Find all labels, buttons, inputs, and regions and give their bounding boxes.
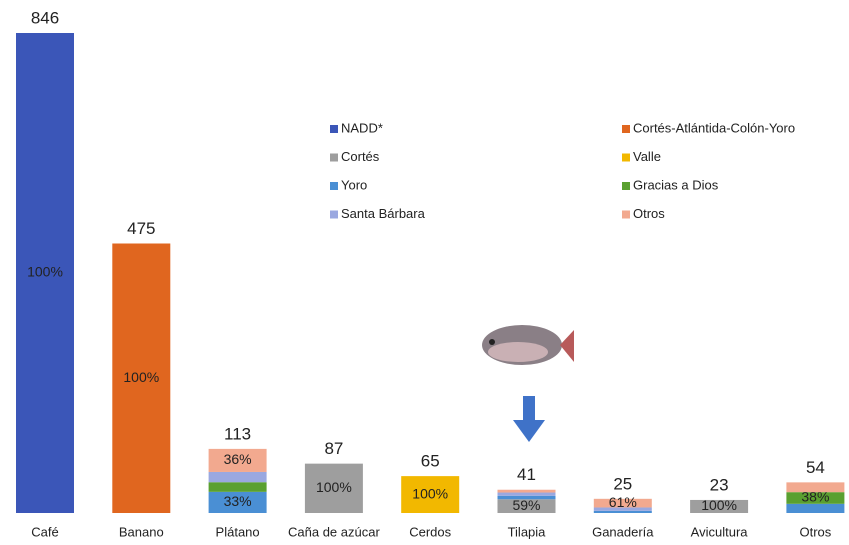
total-label: 846: [31, 8, 59, 27]
bar-segment: [497, 489, 556, 493]
legend-swatch: [622, 182, 630, 190]
bar-segment: [593, 507, 652, 511]
x-tick-label: Tilapia: [508, 524, 547, 539]
legend-swatch: [622, 153, 630, 162]
legend-label: Santa Bárbara: [341, 206, 426, 221]
bar-segment: [208, 448, 267, 472]
legend-label: Cortés: [341, 149, 380, 164]
segment-label: 100%: [123, 369, 159, 385]
bar-segment: [786, 482, 845, 493]
x-tick-label: Café: [31, 524, 58, 539]
legend-swatch: [330, 182, 338, 190]
segment-label: 100%: [27, 264, 63, 280]
bar-segment: [786, 503, 845, 513]
bar-segment: [208, 482, 267, 492]
total-label: 25: [613, 474, 632, 493]
segment-label: 59%: [512, 497, 540, 513]
bar-segment: [593, 510, 652, 513]
arrow: [513, 396, 545, 442]
legend-label: Valle: [633, 149, 661, 164]
bar-segment: [786, 492, 845, 504]
segment-label: 100%: [316, 479, 352, 495]
bar-segment: [497, 495, 556, 500]
legend-swatch: [330, 125, 338, 133]
bar-segment: [304, 463, 363, 513]
bar-segment: [497, 499, 556, 513]
bar-segment: [690, 499, 749, 513]
bar-segment: [497, 492, 556, 496]
total-label: 65: [421, 452, 440, 471]
total-label: 87: [324, 439, 343, 458]
total-label: 23: [710, 475, 729, 494]
legend-label: Gracias a Dios: [633, 177, 719, 192]
legend-label: NADD*: [341, 120, 383, 135]
segment-label: 61%: [609, 494, 637, 510]
bar-segment: [593, 498, 652, 508]
x-tick-label: Otros: [800, 524, 832, 539]
segment-label: 36%: [224, 451, 252, 467]
segment-label: 33%: [224, 493, 252, 509]
legend-swatch: [330, 153, 338, 162]
total-label: 54: [806, 458, 825, 477]
bar-segment: [401, 476, 460, 513]
segment-label: 100%: [412, 485, 448, 501]
bar-segment: [16, 33, 74, 513]
x-tick-label: Ganadería: [592, 524, 654, 539]
x-tick-label: Cerdos: [409, 524, 451, 539]
legend-swatch: [622, 125, 630, 133]
x-tick-label: Caña de azúcar: [288, 524, 380, 539]
x-tick-label: Banano: [119, 524, 164, 539]
legend-label: Otros: [633, 206, 665, 221]
legend-swatch: [330, 210, 338, 219]
segment-label: 38%: [801, 489, 829, 505]
segment-label: 100%: [701, 497, 737, 513]
bar-segment: [112, 243, 171, 513]
x-tick-label: Avicultura: [691, 524, 749, 539]
fish-illustration: [482, 325, 574, 365]
bar-segment: [208, 471, 267, 483]
x-tick-label: Plátano: [216, 524, 260, 539]
total-label: 113: [224, 424, 251, 443]
legend-label: Cortés-Atlántida-Colón-Yoro: [633, 120, 795, 135]
total-label: 41: [517, 465, 536, 484]
legend-swatch: [622, 210, 630, 219]
bar-segment: [208, 491, 267, 513]
legend-label: Yoro: [341, 177, 367, 192]
total-label: 475: [127, 219, 155, 238]
